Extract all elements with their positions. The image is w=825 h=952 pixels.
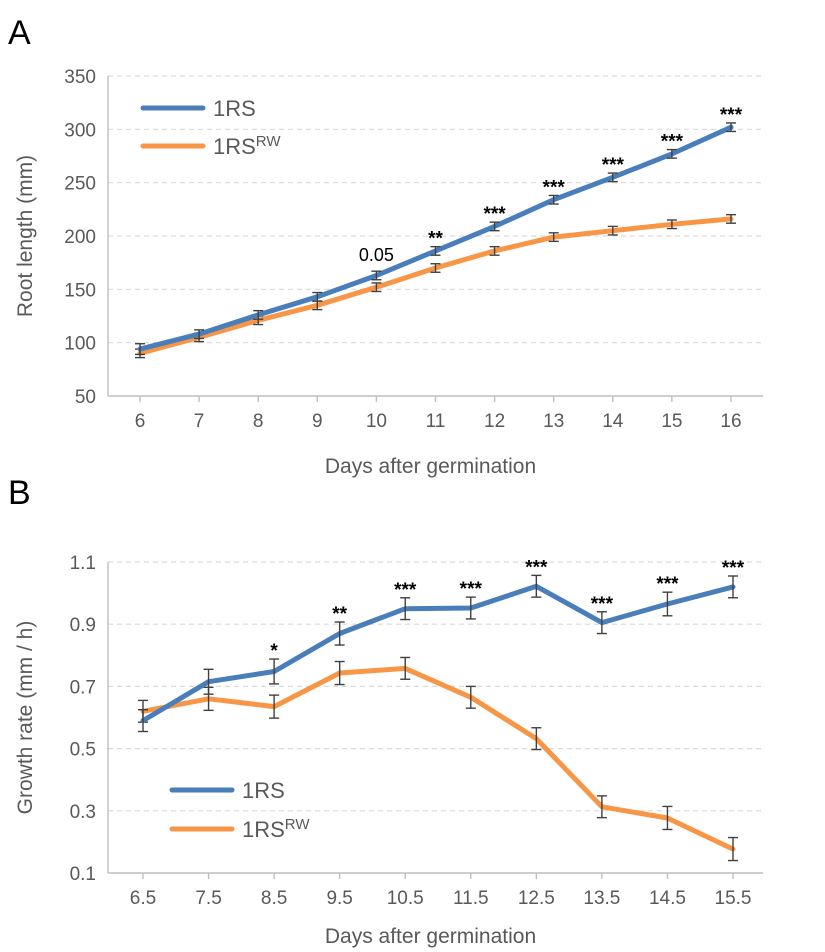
p2-xtick-label: 14.5 [649, 888, 686, 909]
p1-ytick-label: 100 [64, 334, 96, 355]
p1-significance-label: ** [428, 229, 443, 250]
p1-ytick-label: 150 [64, 280, 96, 301]
chart-root-length: 50 100 150 200 250 300 350 6 7 8 9 10 11 12 13 14 15 16 Da… [14, 67, 763, 478]
p2-x-axis-label: Days after germination [325, 925, 536, 948]
p2-significance-label: *** [656, 574, 679, 595]
p2-xtick-label: 13.5 [583, 888, 620, 909]
p2-ytick-label: 0.1 [70, 864, 96, 885]
p2-significance-label: *** [394, 580, 417, 601]
p1-xtick-label: 16 [720, 411, 741, 432]
p1-significance-label: *** [484, 204, 507, 225]
p1-y-axis-label: Root length (mm) [14, 155, 37, 317]
p1-ytick-label: 300 [64, 120, 96, 141]
p2-significance-label: *** [722, 558, 745, 579]
p2-legend-label-1rsrw: 1RSRW [242, 816, 310, 842]
p1-ytick-label: 200 [64, 227, 96, 248]
p2-ytick-label: 0.7 [70, 677, 96, 698]
p2-ytick-label: 0.3 [70, 802, 96, 823]
p2-ytick-label: 0.5 [70, 740, 96, 761]
p1-legend-label-1rsrw: 1RSRW [213, 133, 281, 159]
p1-ytick-label: 50 [75, 387, 96, 408]
p2-xtick-label: 10.5 [387, 888, 424, 909]
p1-xtick-label: 7 [194, 411, 205, 432]
p2-significance-label: *** [591, 594, 614, 615]
p1-significance-label: *** [602, 155, 625, 176]
p1-significance-label: *** [543, 177, 566, 198]
p2-significance-label: *** [525, 557, 548, 578]
p1-xtick-label: 12 [484, 411, 505, 432]
p2-y-axis-label: Growth rate (mm / h) [14, 621, 37, 815]
p2-ytick-label: 0.9 [70, 615, 96, 636]
p2-series-1rs-line [140, 583, 736, 724]
chart-growth-rate: 0.1 0.3 0.5 0.7 0.9 1.1 6.5 7.5 8.5 9.5 10.5 11.5 12… [14, 553, 763, 948]
p2-xtick-label: 9.5 [326, 888, 352, 909]
panel-label-b: B [8, 474, 31, 512]
panel-label-a: A [8, 14, 31, 52]
p1-x-axis-label: Days after germination [325, 455, 536, 478]
p1-xtick-label: 13 [543, 411, 564, 432]
p1-xtick-label: 11 [426, 411, 446, 432]
p1-xtick-label: 10 [366, 411, 387, 432]
p2-xtick-label: 7.5 [195, 888, 221, 909]
p1-xtick-label: 15 [661, 411, 682, 432]
p1-significance-label: *** [720, 105, 743, 126]
p2-xtick-label: 8.5 [261, 888, 287, 909]
p2-significance-label: ** [332, 604, 347, 625]
p2-legend-label-1rs: 1RS [242, 778, 285, 803]
p1-significance-label: *** [661, 132, 684, 153]
p1-xtick-label: 8 [253, 411, 264, 432]
p2-significance-label: * [270, 641, 278, 662]
p2-ytick-label: 1.1 [70, 553, 96, 574]
p2-significance-label: *** [460, 579, 483, 600]
p1-xtick-label: 14 [602, 411, 624, 432]
p2-xtick-label: 11.5 [453, 888, 489, 909]
p2-xtick-label: 12.5 [518, 888, 555, 909]
p1-xtick-label: 9 [312, 411, 323, 432]
p2-series-1rsrw-line [140, 665, 736, 852]
p2-xtick-label: 6.5 [130, 888, 156, 909]
p1-xtick-label: 6 [135, 411, 146, 432]
p1-legend-label-1rs: 1RS [213, 96, 256, 121]
p1-significance-label: 0.05 [359, 245, 394, 265]
p1-ytick-label: 350 [64, 67, 96, 88]
p2-xtick-label: 15.5 [715, 888, 752, 909]
p1-ytick-label: 250 [64, 174, 96, 195]
